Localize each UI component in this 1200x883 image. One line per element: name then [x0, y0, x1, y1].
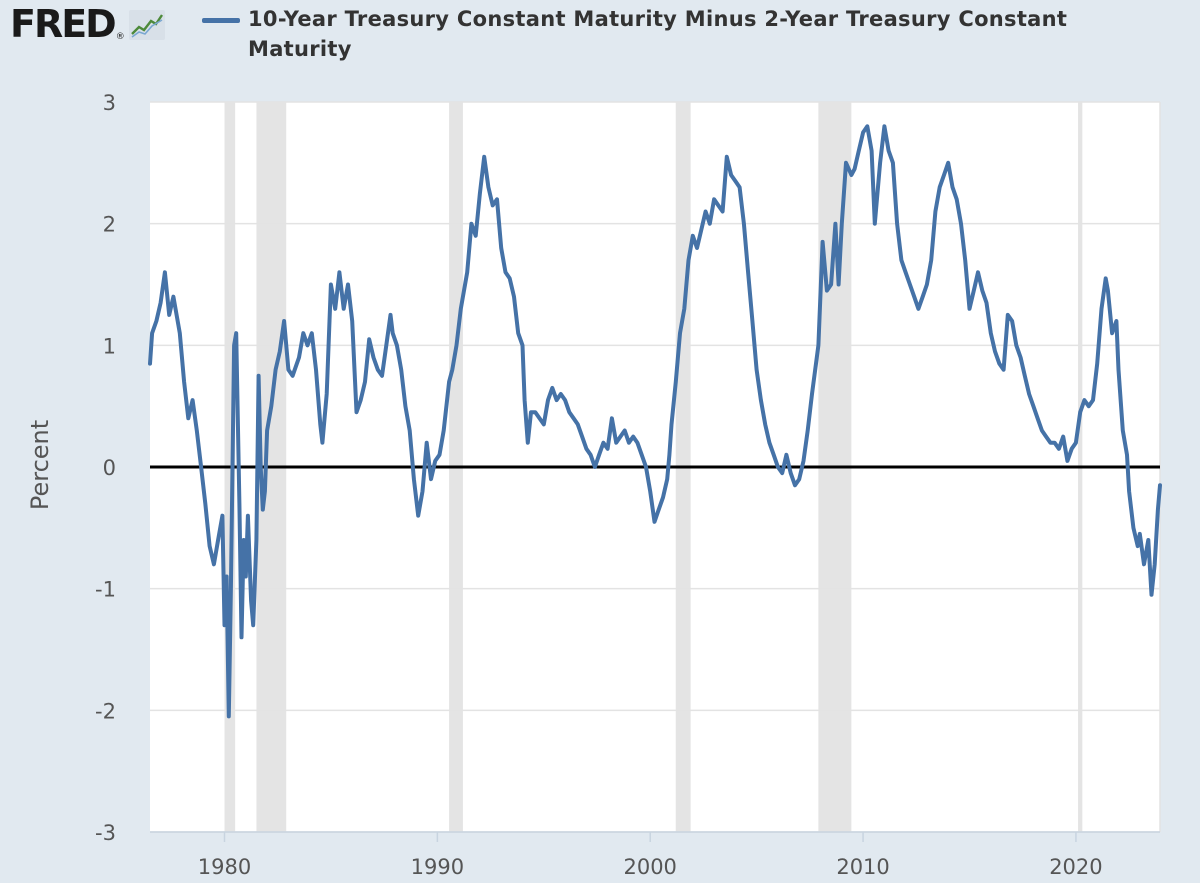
y-tick-label: 0: [103, 456, 116, 480]
y-tick-label: 2: [103, 213, 116, 237]
y-tick-labels: 3 2 1 0 -1 -2 -3: [95, 91, 116, 845]
y-axis-title: Percent: [26, 420, 54, 510]
legend-series-label: 10-Year Treasury Constant Maturity Minus…: [248, 7, 1068, 61]
x-tick-label: 2020: [1049, 855, 1102, 879]
y-tick-label: 3: [103, 91, 116, 115]
fred-logo[interactable]: FRED ®: [10, 4, 165, 44]
trend-line-icon: [128, 10, 165, 40]
chart-legend[interactable]: 10-Year Treasury Constant Maturity Minus…: [202, 4, 1162, 64]
legend-swatch: [202, 18, 240, 23]
y-tick-label: -2: [95, 699, 116, 723]
series-line[interactable]: [148, 124, 1162, 719]
y-tick-label: -1: [95, 578, 116, 602]
x-tick-label: 2010: [836, 855, 889, 879]
fred-logo-text: FRED: [10, 2, 117, 46]
x-tick-label: 1980: [198, 855, 251, 879]
y-tick-label: 1: [103, 334, 116, 358]
registered-mark: ®: [115, 32, 125, 42]
series-line-layer: [148, 124, 1162, 719]
chart-header: FRED ® 10-Year Treasury Constant Maturit…: [0, 0, 1200, 70]
y-tick-label: -3: [95, 821, 116, 845]
x-tick-labels: 1980 1990 2000 2010 2020: [198, 832, 1103, 879]
x-tick-label: 2000: [623, 855, 676, 879]
x-tick-label: 1990: [411, 855, 464, 879]
